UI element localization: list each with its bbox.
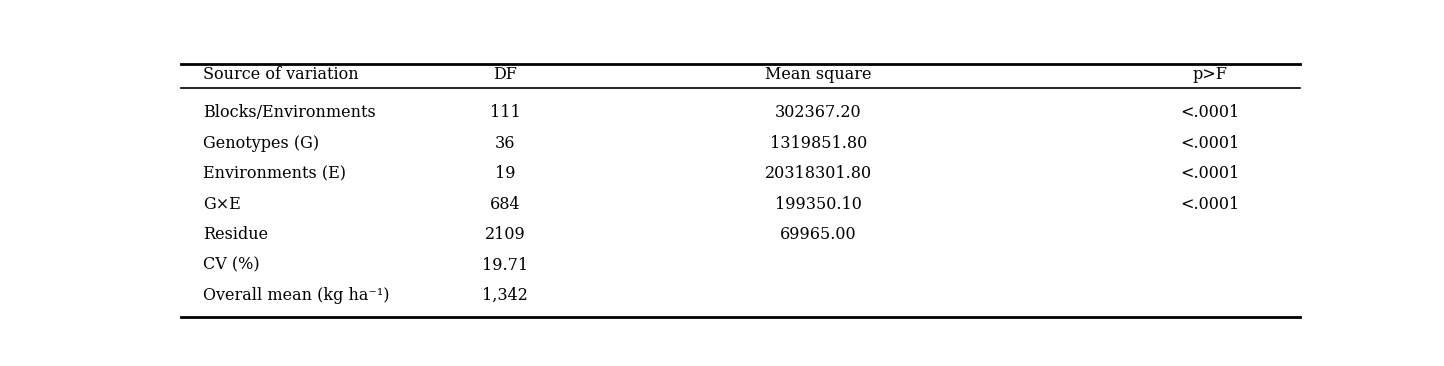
Text: 19.71: 19.71 (482, 257, 529, 274)
Text: CV (%): CV (%) (202, 257, 260, 274)
Text: <.0001: <.0001 (1180, 196, 1240, 213)
Text: 1319851.80: 1319851.80 (770, 135, 866, 152)
Text: G×E: G×E (202, 196, 241, 213)
Text: 1,342: 1,342 (482, 287, 529, 304)
Text: 2109: 2109 (485, 226, 526, 243)
Text: Source of variation: Source of variation (202, 66, 358, 83)
Text: Overall mean (kg ha⁻¹): Overall mean (kg ha⁻¹) (202, 287, 390, 304)
Text: 36: 36 (495, 135, 516, 152)
Text: 684: 684 (490, 196, 520, 213)
Text: Blocks/Environments: Blocks/Environments (202, 104, 375, 122)
Text: <.0001: <.0001 (1180, 165, 1240, 182)
Text: <.0001: <.0001 (1180, 135, 1240, 152)
Text: 111: 111 (490, 104, 520, 122)
Text: 19: 19 (495, 165, 516, 182)
Text: 20318301.80: 20318301.80 (765, 165, 872, 182)
Text: Environments (E): Environments (E) (202, 165, 347, 182)
Text: Residue: Residue (202, 226, 269, 243)
Text: 69965.00: 69965.00 (780, 226, 856, 243)
Text: Genotypes (G): Genotypes (G) (202, 135, 319, 152)
Text: DF: DF (492, 66, 517, 83)
Text: Mean square: Mean square (765, 66, 872, 83)
Text: 302367.20: 302367.20 (775, 104, 862, 122)
Text: <.0001: <.0001 (1180, 104, 1240, 122)
Text: p>F: p>F (1193, 66, 1227, 83)
Text: 199350.10: 199350.10 (775, 196, 862, 213)
